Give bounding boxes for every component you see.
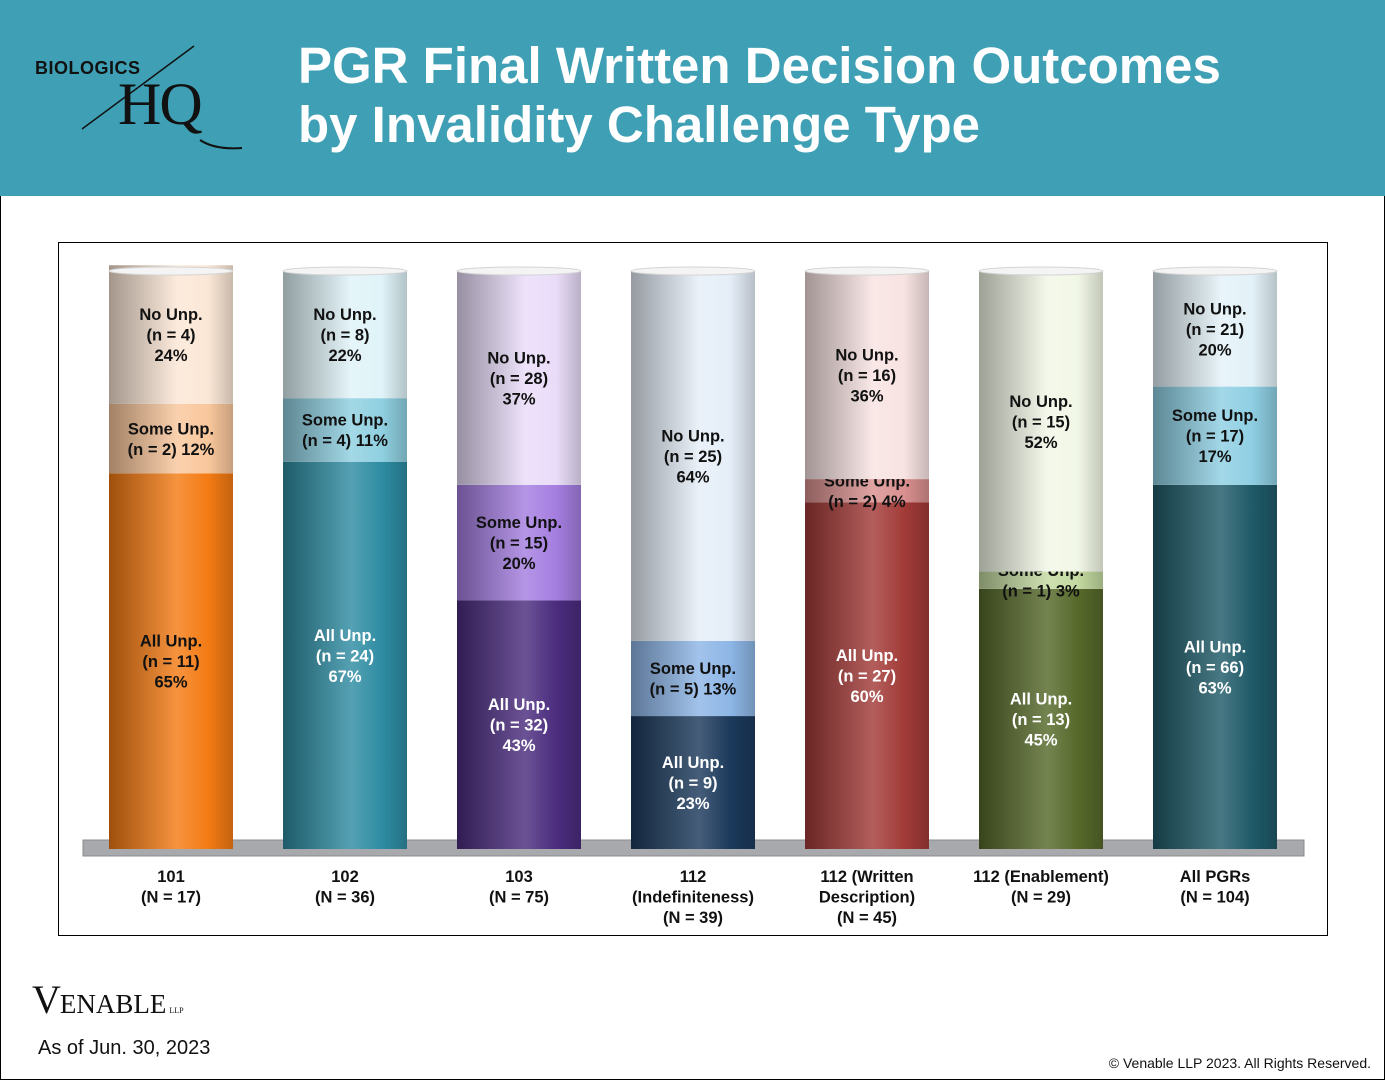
- cylinder-cap-1: [108, 266, 234, 276]
- logo-text-biologics: BIOLOGICS: [35, 58, 141, 78]
- bar-none-unp-2: [283, 271, 407, 399]
- category-label-2: 102 (N = 36): [315, 868, 375, 907]
- data-label-none-5: No Unp. (n = 16) 36%: [835, 347, 898, 406]
- cylinder-cap-2: [282, 266, 408, 276]
- title-line-2: by Invalidity Challenge Type: [298, 96, 981, 153]
- bar-some-unp-5: [805, 479, 929, 503]
- stacked-cylinder-chart: All Unp. (n = 11) 65% Some Unp. (n = 2) 12% N…: [82, 265, 1305, 927]
- bar-some-unp-4: [631, 640, 755, 717]
- data-label-some-2: Some Unp. (n = 4) 11%: [302, 412, 388, 451]
- bar-all-unp-6: [979, 588, 1103, 849]
- bar-none-unp-7: [1153, 271, 1277, 387]
- cylinder-cap-3: [456, 266, 582, 276]
- bar-all-unp-1: [109, 473, 233, 849]
- bar-none-unp-3: [457, 271, 581, 485]
- cylinder-cap-7: [1152, 266, 1278, 276]
- bar-all-unp-5: [805, 502, 929, 849]
- bar-none-unp-1: [109, 265, 233, 404]
- data-label-none-6: No Unp. (n = 15) 52%: [1009, 393, 1072, 452]
- venable-logo: VENABLE LLP: [32, 976, 184, 1023]
- title-line-1: PGR Final Written Decision Outcomes: [298, 37, 1221, 94]
- cylinder-cap-6: [978, 266, 1104, 276]
- bar-none-unp-6: [979, 271, 1103, 572]
- data-label-none-3: No Unp. (n = 28) 37%: [487, 349, 550, 408]
- data-label-all-6: All Unp. (n = 13) 45%: [1010, 690, 1072, 749]
- data-label-none-2: No Unp. (n = 8) 22%: [313, 306, 376, 365]
- bar-none-unp-5: [805, 271, 929, 480]
- page-title: PGR Final Written Decision Outcomes by I…: [298, 36, 1368, 154]
- as-of-date: As of Jun. 30, 2023: [38, 1037, 211, 1059]
- data-label-some-7: Some Unp. (n = 17) 17%: [1172, 407, 1258, 466]
- bar-some-unp-7: [1153, 386, 1277, 485]
- data-label-all-1: All Unp. (n = 11) 65%: [140, 633, 202, 692]
- data-label-none-4: No Unp. (n = 25) 64%: [661, 427, 724, 486]
- bar-some-unp-3: [457, 484, 581, 601]
- chart-area: All Unp. (n = 11) 65% Some Unp. (n = 2) 12% N…: [58, 242, 1328, 936]
- category-label-3: 103 (N = 75): [489, 868, 549, 907]
- data-label-none-7: No Unp. (n = 21) 20%: [1183, 300, 1246, 359]
- copyright-notice: © Venable LLP 2023. All Rights Reserved.: [1108, 1055, 1371, 1071]
- bar-all-unp-7: [1153, 484, 1277, 849]
- bar-none-unp-4: [631, 271, 755, 641]
- cylinder-cap-5: [804, 266, 930, 276]
- venable-logo-initial: V: [32, 977, 61, 1022]
- bar-some-unp-1: [109, 403, 233, 474]
- category-label-6: 112 (Enablement) (N = 29): [973, 868, 1109, 907]
- title-banner: BIOLOGICS HQ PGR Final Written Decision …: [0, 0, 1385, 196]
- logo-text-hq: HQ: [118, 71, 203, 137]
- data-label-all-2: All Unp. (n = 24) 67%: [314, 627, 376, 686]
- data-label-none-1: No Unp. (n = 4) 24%: [139, 306, 202, 365]
- category-label-7: All PGRs (N = 104): [1180, 868, 1251, 907]
- venable-logo-rest: ENABLE: [59, 989, 167, 1019]
- bar-some-unp-6: [979, 571, 1103, 589]
- category-label-1: 101 (N = 17): [141, 868, 201, 907]
- bar-some-unp-2: [283, 398, 407, 462]
- bar-all-unp-4: [631, 716, 755, 849]
- category-label-4: 112 (Indefiniteness) (N = 39): [632, 868, 754, 927]
- data-label-all-5: All Unp. (n = 27) 60%: [836, 647, 898, 706]
- data-label-some-4: Some Unp. (n = 5) 13%: [650, 660, 737, 699]
- bar-all-unp-3: [457, 600, 581, 849]
- data-label-all-3: All Unp. (n = 32) 43%: [488, 696, 550, 755]
- logo-slash-icon: [81, 45, 243, 150]
- data-label-some-3: Some Unp. (n = 15) 20%: [476, 514, 562, 573]
- cylinder-cap-4: [630, 266, 756, 276]
- biologics-hq-logo: BIOLOGICS HQ: [30, 40, 250, 160]
- bar-all-unp-2: [283, 461, 407, 849]
- data-label-some-1: Some Unp. (n = 2) 12%: [128, 420, 215, 459]
- category-label-5: 112 (Written Description) (N = 45): [819, 868, 915, 927]
- data-label-all-4: All Unp. (n = 9) 23%: [662, 754, 724, 813]
- venable-logo-llp: LLP: [169, 1006, 184, 1015]
- data-label-all-7: All Unp. (n = 66) 63%: [1184, 638, 1246, 697]
